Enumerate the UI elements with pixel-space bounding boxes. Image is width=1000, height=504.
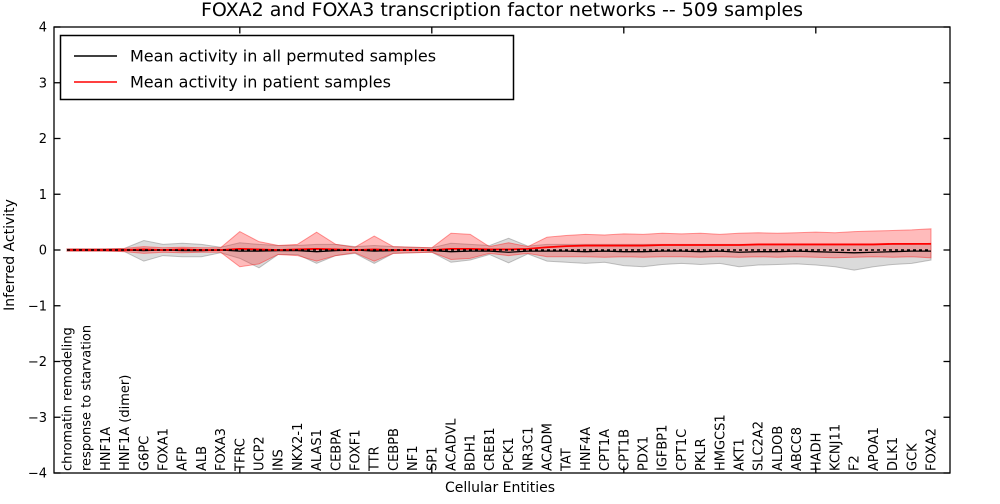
x-entity-labels: chromatin remodeling response to starvati… — [61, 325, 940, 472]
entity-label: NKX2-1 — [291, 423, 306, 471]
entity-label: CEBPA — [329, 429, 344, 471]
mean-lines — [67, 242, 931, 254]
entity-label: FOXA2 — [925, 428, 940, 471]
y-tick-label: 1 — [39, 188, 47, 203]
chart-title: FOXA2 and FOXA3 transcription factor net… — [201, 0, 803, 21]
entity-label: chromatin remodeling — [61, 327, 76, 471]
legend-label-permuted: Mean activity in all permuted samples — [130, 47, 436, 66]
entity-label: ACADVL — [445, 418, 460, 471]
entity-label: HADH — [809, 433, 824, 471]
entity-label: HNF4A — [579, 427, 594, 471]
entity-label: INS — [272, 449, 287, 471]
patient-samples-range — [66, 228, 932, 268]
y-tick-label: −3 — [28, 411, 47, 426]
entity-label: APOA1 — [867, 427, 882, 471]
entity-label: IGFBP1 — [656, 425, 671, 471]
entity-label: FOXF1 — [349, 429, 364, 471]
entity-label: CPT1A — [598, 429, 613, 471]
axis-ticks — [54, 26, 950, 474]
entity-label: G6PC — [137, 436, 152, 471]
entity-label: GCK — [905, 443, 920, 471]
entity-label: HMGCS1 — [713, 414, 728, 471]
entity-label: PKLR — [694, 438, 709, 471]
y-tick-label: −2 — [28, 355, 47, 370]
entity-label: AKT1 — [733, 438, 748, 471]
entity-label: SP1 — [425, 447, 440, 471]
entity-label: response to starvation — [80, 325, 95, 471]
y-tick-label: 3 — [39, 76, 47, 91]
entity-label: NF1 — [406, 446, 421, 471]
entity-label: TAT — [560, 448, 575, 472]
entity-label: NR3C1 — [521, 427, 536, 471]
entity-label: FOXA3 — [214, 428, 229, 471]
entity-label: ALDOB — [771, 426, 786, 471]
entity-label: FOXA1 — [157, 428, 172, 471]
entity-label: CPT1C — [675, 429, 690, 471]
confidence-bands — [66, 228, 932, 271]
entity-label: F2 — [848, 455, 863, 471]
y-tick-label: 0 — [39, 244, 47, 259]
y-tick-label: 4 — [39, 21, 47, 36]
entity-label: HNF1A (dimer) — [118, 375, 133, 471]
entity-label: ACADM — [541, 423, 556, 471]
y-tick-label: 2 — [39, 132, 47, 147]
legend-frame — [59, 34, 515, 101]
entity-label: BDH1 — [464, 434, 479, 471]
entity-label: SLC2A2 — [752, 421, 767, 471]
entity-label: DLK1 — [886, 437, 901, 471]
entity-label: ABCC8 — [790, 427, 805, 471]
entity-label: AFP — [176, 447, 191, 471]
entity-label: CPT1B — [617, 429, 632, 471]
entity-label: KCNJ11 — [829, 424, 844, 471]
permuted-samples-range — [66, 237, 932, 271]
entity-label: ALAS1 — [310, 429, 325, 471]
entity-label: UCP2 — [253, 436, 268, 471]
y-tick-labels: −4 −3 −2 −1 0 1 2 3 4 — [28, 21, 47, 482]
entity-label: TFRC — [233, 438, 248, 472]
y-axis-label: Inferred Activity — [2, 199, 18, 311]
legend: Mean activity in all permuted samples Me… — [59, 34, 515, 101]
y-tick-label: −4 — [28, 467, 47, 482]
entity-label: CREB1 — [483, 427, 498, 471]
entity-label: ALB — [195, 446, 210, 471]
entity-label: HNF1A — [99, 427, 114, 471]
x-axis-label: Cellular Entities — [445, 480, 555, 496]
entity-label: CEBPB — [387, 428, 402, 471]
entity-label: TTR — [368, 446, 383, 472]
entity-label: PCK1 — [502, 437, 517, 471]
legend-label-patient: Mean activity in patient samples — [130, 73, 391, 92]
entity-label: PDX1 — [637, 436, 652, 471]
y-tick-label: −1 — [28, 299, 47, 314]
